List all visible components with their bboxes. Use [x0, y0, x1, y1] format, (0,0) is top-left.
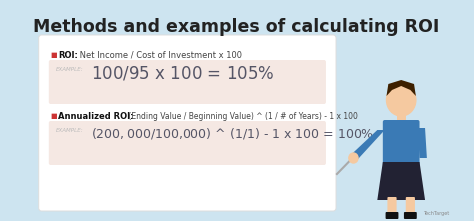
- Text: ■: ■: [51, 113, 57, 119]
- FancyBboxPatch shape: [49, 60, 326, 104]
- Text: (Ending Value / Beginning Value) ^ (1 / # of Years) - 1 x 100: (Ending Value / Beginning Value) ^ (1 / …: [126, 112, 358, 121]
- Polygon shape: [386, 80, 416, 96]
- Text: ($200,000 / $100,000) ^ (1/1) - 1 x 100 = 100%: ($200,000 / $100,000) ^ (1/1) - 1 x 100 …: [91, 126, 374, 141]
- Text: ■: ■: [51, 52, 57, 58]
- FancyBboxPatch shape: [406, 197, 415, 217]
- Polygon shape: [418, 128, 427, 158]
- Text: Net Income / Cost of Investment x 100: Net Income / Cost of Investment x 100: [77, 51, 242, 60]
- Polygon shape: [377, 162, 425, 200]
- Text: Annualized ROI:: Annualized ROI:: [58, 112, 134, 121]
- FancyBboxPatch shape: [39, 35, 336, 211]
- Circle shape: [349, 153, 358, 163]
- FancyBboxPatch shape: [397, 114, 406, 122]
- FancyBboxPatch shape: [383, 120, 419, 166]
- FancyBboxPatch shape: [404, 212, 417, 219]
- FancyBboxPatch shape: [385, 212, 399, 219]
- Text: Methods and examples of calculating ROI: Methods and examples of calculating ROI: [33, 18, 439, 36]
- Text: EXAMPLE:: EXAMPLE:: [56, 67, 84, 72]
- Polygon shape: [351, 130, 385, 160]
- Text: TechTarget: TechTarget: [423, 211, 449, 216]
- Circle shape: [386, 84, 416, 116]
- FancyBboxPatch shape: [49, 121, 326, 165]
- FancyBboxPatch shape: [387, 197, 397, 217]
- Text: EXAMPLE:: EXAMPLE:: [56, 128, 84, 133]
- Text: $100 / $95 x 100 = 105%: $100 / $95 x 100 = 105%: [91, 65, 274, 83]
- Text: ROI:: ROI:: [58, 51, 78, 60]
